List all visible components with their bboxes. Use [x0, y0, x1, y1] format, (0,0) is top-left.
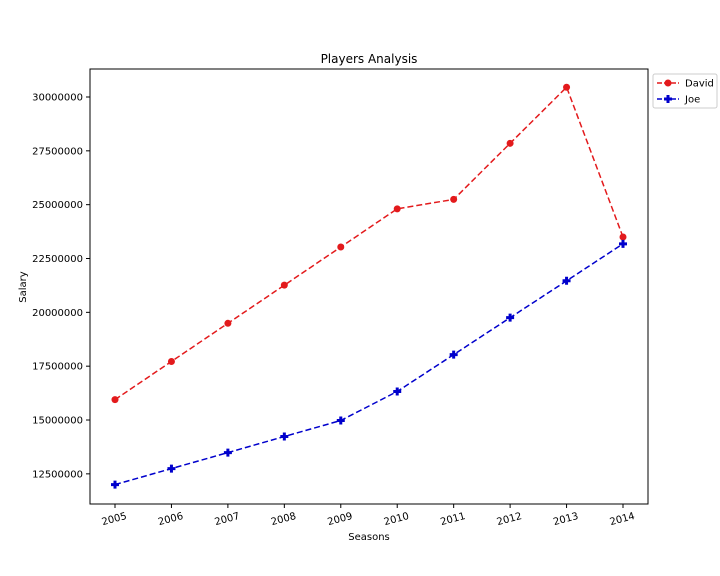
data-point: [449, 350, 458, 359]
y-axis-title: Salary: [18, 271, 29, 302]
data-point: [167, 464, 176, 473]
legend-label: David: [685, 79, 714, 90]
data-point: [393, 205, 401, 213]
data-point: [224, 319, 232, 327]
y-tick-label: 20000000: [32, 308, 83, 319]
plot-area: [111, 83, 627, 489]
data-point: [280, 281, 288, 289]
y-tick-label: 30000000: [32, 92, 83, 103]
x-tick-label: 2014: [609, 511, 636, 528]
y-tick-label: 25000000: [32, 200, 83, 211]
x-axis-title: Seasons: [348, 532, 390, 543]
legend-item-david: David: [657, 79, 714, 90]
x-tick-label: 2008: [270, 511, 297, 528]
y-tick-label: 12500000: [32, 469, 83, 480]
data-point: [562, 276, 571, 285]
y-axis: 12500000 15000000 17500000 20000000 22500000…: [32, 92, 90, 480]
y-tick-label: 17500000: [32, 362, 83, 373]
series-line: [114, 85, 624, 401]
x-axis: 2005 2006 2007 2008 2009 2010 2011 2012 2013 2014: [101, 504, 636, 528]
y-tick-label: 15000000: [32, 416, 83, 427]
data-point: [506, 313, 515, 322]
data-point: [506, 139, 514, 147]
data-point: [336, 416, 345, 425]
x-tick-label: 2006: [157, 511, 184, 528]
legend-marker: [664, 79, 672, 87]
y-tick-label: 22500000: [32, 254, 83, 265]
x-tick-label: 2011: [439, 511, 466, 528]
data-point: [619, 233, 627, 241]
x-tick-label: 2007: [214, 511, 241, 528]
legend-marker: [664, 95, 672, 103]
chart-title: Players Analysis: [321, 52, 418, 66]
legend: David Joe: [652, 73, 718, 109]
data-point: [280, 432, 289, 441]
data-point: [111, 396, 119, 404]
series-david: [111, 83, 627, 404]
series-joe: [111, 239, 627, 489]
data-point: [167, 357, 175, 365]
legend-item-joe: Joe: [657, 95, 700, 106]
data-point: [337, 243, 345, 251]
series-line: [114, 243, 624, 486]
data-point: [223, 448, 232, 457]
data-point: [393, 387, 402, 396]
x-tick-label: 2010: [383, 511, 410, 528]
x-tick-label: 2005: [101, 511, 128, 528]
data-point: [619, 239, 627, 248]
x-tick-label: 2009: [326, 511, 353, 528]
x-tick-label: 2012: [496, 511, 523, 528]
data-point: [450, 195, 458, 203]
plot-frame: [89, 68, 649, 505]
data-point: [563, 83, 571, 91]
x-tick-label: 2013: [552, 511, 579, 528]
data-point: [111, 480, 119, 489]
legend-label: Joe: [684, 95, 700, 106]
y-tick-label: 27500000: [32, 146, 83, 157]
